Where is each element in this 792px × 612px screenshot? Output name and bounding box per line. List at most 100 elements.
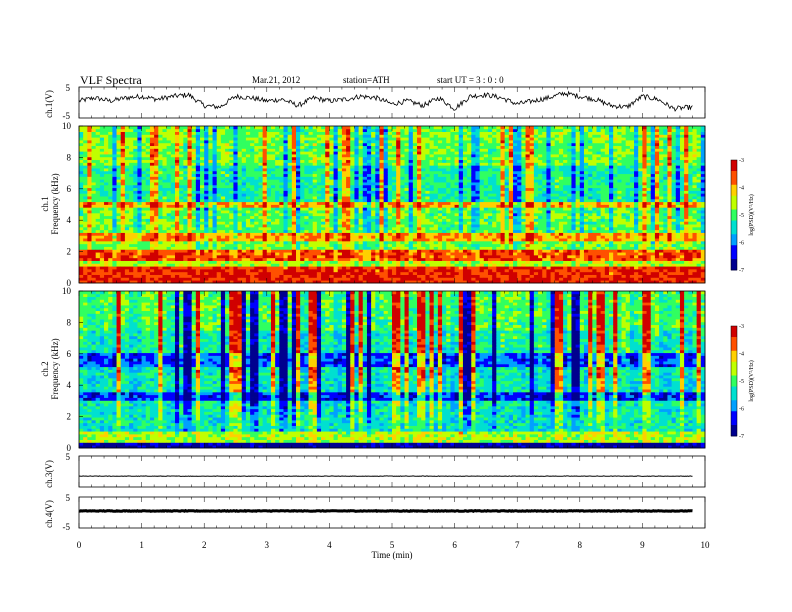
spectrogram-cell [158,277,163,281]
spectrogram-cell [383,198,389,203]
spectrogram-cell [442,176,447,180]
spectrogram-cell [442,159,447,163]
spectrogram-cell [220,148,226,152]
spectrogram-cell [166,218,172,222]
spectrogram-cell [258,187,264,191]
spectrogram-cell [296,204,301,208]
spectrogram-cell [154,176,159,180]
spectrogram-cell [212,218,218,222]
spectrogram-cell [408,266,414,270]
spectrogram-cell [174,128,180,132]
spectrogram-cell [387,140,393,144]
spectrogram-cell [346,198,351,203]
spectrogram-cell [195,187,201,191]
spectrogram-cell [358,128,364,132]
spectrogram-cell [383,254,389,259]
spectrogram-cell [166,162,172,166]
spectrogram-cell [287,254,293,259]
spectrogram-cell [433,159,439,163]
spectrogram-cell [379,254,385,259]
spectrogram-cell [87,170,92,175]
spectrogram-cell [308,238,314,242]
spectrogram-cell [287,159,293,163]
spectrogram-cell [392,212,397,217]
spectrogram-cell [120,179,126,183]
spectrogram-cell [291,137,297,141]
spectrogram-cell [108,224,113,228]
spectrogram-cell [392,243,397,247]
spectrogram-cell [220,226,226,231]
spectrogram-cell [341,137,347,141]
spectrogram-cell [225,187,230,191]
spectrogram-cell [308,173,314,177]
spectrogram-cell [425,187,430,191]
spectrogram-cell [446,260,451,264]
spectrogram-cell [333,210,339,214]
spectrogram-cell [137,229,142,233]
spectrogram-cell [379,126,385,130]
spectrogram-cell [408,204,414,208]
spectrogram-cell [208,168,213,172]
spectrogram-cell [79,162,84,166]
spectrogram-cell [283,184,289,189]
spectrogram-cell [87,260,92,264]
spectrogram-cell [371,266,376,270]
spectrogram-cell [174,126,180,130]
spectrogram-cell [99,235,105,239]
spectrogram-cell [108,170,113,175]
spectrogram-cell [425,201,430,205]
spectrogram-cell [337,151,343,155]
spectrogram-cell [187,243,193,247]
spectrogram-cell [287,126,293,130]
spectrogram-cell [429,260,435,264]
spectrogram-cell [275,184,280,189]
spectrogram-cell [437,218,443,222]
spectrogram-cell [170,126,176,130]
spectrogram-cell [179,240,184,245]
spectrogram-cell [99,274,105,278]
spectrogram-cell [337,271,343,275]
spectrogram-cell [258,257,264,261]
spectrogram-cell [366,224,372,228]
spectrogram-cell [312,240,318,245]
spectrogram-cell [262,179,268,183]
spectrogram-cell [87,274,92,278]
spectrogram-cell [99,184,105,189]
spectrogram-cell [270,193,276,197]
spectrogram-cell [400,198,405,203]
spectrogram-cell [362,266,368,270]
spectrogram-cell [162,193,168,197]
spectrogram-cell [425,168,430,172]
spectrogram-cell [124,151,130,155]
spectrogram-cell [179,246,184,250]
spectrogram-cell [116,277,122,281]
spectrogram-cell [308,252,314,256]
spectrogram-cell [270,196,276,200]
spectrogram-cell [208,140,213,144]
spectrogram-cell [387,142,393,147]
spectrogram-cell [116,232,122,236]
spectrogram-cell [312,168,318,172]
spectrogram-cell [108,280,113,284]
spectrogram-cell [392,193,397,197]
spectrogram-cell [392,134,397,138]
spectrogram-cell [291,131,297,135]
spectrogram-cell [254,280,259,284]
spectrogram-cell [417,260,422,264]
spectrogram-cell [291,271,297,275]
spectrogram-cell [108,277,113,281]
spectrogram-cell [270,187,276,191]
spectrogram-cell [450,274,455,278]
spectrogram-cell [308,257,314,261]
spectrogram-cell [421,215,426,219]
spectrogram-cell [87,277,92,281]
spectrogram-cell [433,145,439,149]
spectrogram-cell [95,232,101,236]
spectrogram-cell [104,243,109,247]
spectrogram-cell [174,210,180,214]
spectrogram-cell [170,140,176,144]
spectrogram-cell [329,263,334,267]
spectrogram-cell [321,260,326,264]
spectrogram-cell [350,128,355,132]
spectrogram-cell [237,277,243,281]
